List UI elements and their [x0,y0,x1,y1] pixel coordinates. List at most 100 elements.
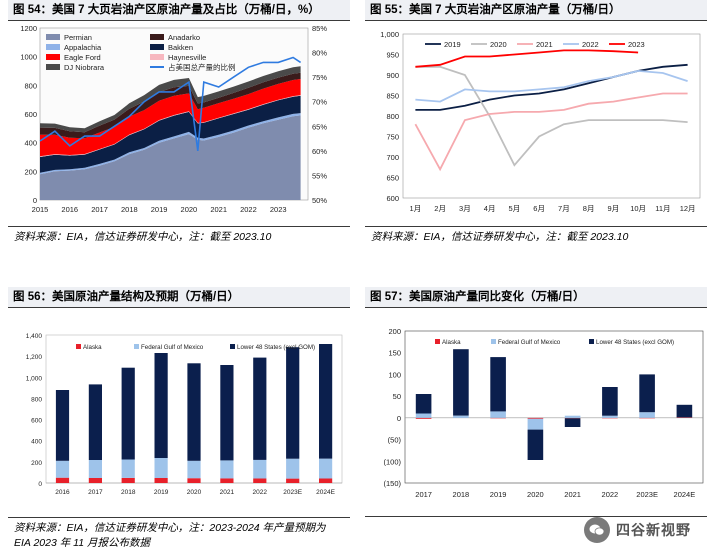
bar-federal-gulf-of-mexico [121,459,135,478]
legend-label: Haynesville [168,53,206,62]
y-tick-label: 1,000 [380,30,399,39]
bar-alaska [88,477,102,483]
legend-label: Federal Gulf of Mexico [498,339,561,346]
bar-lower-48-states-excl-gom- [55,390,70,461]
legend-label: Federal Gulf of Mexico [141,344,204,351]
legend-label: Alaska [442,339,461,346]
bar-lower-48-states-excl-gom- [319,344,333,459]
y-tick-label: 200 [388,327,401,336]
series-line-2023 [415,49,639,68]
legend-swatch [589,339,594,344]
area-bakken [40,95,301,173]
y-tick-label: 600 [31,418,42,425]
ratio-line [39,56,302,152]
x-tick-label: 2017 [91,205,108,214]
x-tick-label: 2017 [415,490,432,499]
watermark: 四谷新视野 [584,516,691,544]
x-tick-label: 2015 [32,205,49,214]
bar-lower-48-states-excl-gom- [676,404,693,418]
x-tick-label: 7月 [558,204,570,213]
chart-panel-56: 图 56：美国原油产量结构及预期（万桶/日） 0 200 400 600 800 1,00… [8,287,350,547]
chart-plot-56: 0 200 400 600 800 1,000 1,200 1,400 2016 2017 2018… [8,311,350,516]
y-tick-label: 200 [24,167,37,176]
bar-alaska [286,478,300,483]
y-tick-label: 400 [24,139,37,148]
legend-swatch [230,344,235,349]
bar-federal-gulf-of-mexico [55,460,70,478]
legend-swatch [46,54,60,60]
y-tick-label: (150) [383,479,401,488]
bar-federal-gulf-of-mexico [564,415,581,418]
x-tick-label: 2018 [453,490,470,499]
bar-federal-gulf-of-mexico [88,460,102,478]
bar-federal-gulf-of-mexico [154,457,168,478]
y-tick-label: 800 [31,396,42,403]
bar-federal-gulf-of-mexico [415,413,432,418]
chart-title-55: 图 55：美国 7 大页岩油产区原油产量（万桶/日） [365,0,707,21]
x-tick-label: 2020 [187,489,202,496]
y-tick-label: (50) [388,436,402,445]
y2-tick-label: 70% [312,98,327,107]
bar-lower-48-states-excl-gom- [286,347,300,459]
legend-label: Lower 48 States (excl GOM) [596,339,674,346]
chart-plot-57: (150) (100) (50) 0 50 100 150 200 2017 2018 2019 20… [365,311,707,516]
bar-alaska [253,478,267,483]
y-tick-label: 0 [38,481,42,488]
x-tick-label: 2020 [527,490,544,499]
y-tick-label: 0 [33,196,37,205]
legend-label: 2021 [536,40,553,49]
x-tick-label: 2022 [602,490,619,499]
plot-frame [404,330,704,484]
series-line-2020 [415,65,688,167]
y-tick-label: 900 [386,71,399,80]
y-tick-label: 100 [388,370,401,379]
chart-title-54: 图 54：美国 7 大页岩油产区原油产量及占比（万桶/日，%） [8,0,350,21]
y-tick-label: 400 [31,439,42,446]
legend-swatch [134,344,139,349]
bar-alaska [154,478,168,483]
y-tick-label: 150 [388,349,401,358]
chart-54-svg: 0 200 400 600 800 1000 1200 50% 55% 60% 65% 70% 75% 8… [20,24,327,214]
y-tick-label: (100) [383,457,401,466]
x-tick-label: 5月 [509,204,521,213]
y-tick-label: 600 [386,194,399,203]
x-tick-label: 2019 [154,489,169,496]
bar-lower-48-states-excl-gom- [154,353,168,458]
legend-label: 2022 [582,40,599,49]
x-tick-label: 12月 [680,204,696,213]
bar-lower-48-states-excl-gom- [220,365,234,461]
bar-alaska [55,477,70,483]
chart-57-svg: (150) (100) (50) 0 50 100 150 200 2017 2018 2019 20… [383,327,704,499]
x-tick-label: 2016 [55,489,70,496]
bar-lower-48-states-excl-gom- [639,374,655,413]
series-line-2022 [415,69,688,103]
legend-label: 2020 [490,40,507,49]
y-tick-label: 950 [386,51,399,60]
area-eagle-ford [40,79,301,157]
bar-federal-gulf-of-mexico [220,460,234,479]
legend-label: 2023 [628,40,645,49]
x-tick-label: 2023 [270,205,287,214]
legend-swatch [150,54,164,60]
y-tick-label: 1200 [20,24,37,33]
legend-swatch [46,34,60,40]
bar-alaska [121,477,135,483]
x-tick-label: 2016 [61,205,78,214]
y2-tick-label: 55% [312,171,327,180]
legend-label: Bakken [168,43,193,52]
legend-label: Alaska [83,344,102,351]
area-anadarko [40,72,301,139]
x-tick-label: 2019 [490,490,507,499]
bar-federal-gulf-of-mexico [286,458,300,479]
x-tick-label: 2024E [316,489,335,496]
plot-frame [402,33,701,199]
y-tick-label: 1,200 [26,354,43,361]
bar-alaska [527,417,544,419]
bar-lower-48-states-excl-gom- [527,429,544,460]
bar-alaska [220,478,234,483]
x-tick-label: 2023E [636,490,658,499]
x-tick-label: 2018 [121,205,138,214]
bar-lower-48-states-excl-gom- [415,394,432,414]
chart-plot-55: 600 650 700 750 800 850 900 950 1,000 1月 2月 3月 4月 5月 6… [365,22,707,222]
chart-source-56-line2: EIA 2023 年 11 月报公布数据 [14,537,150,547]
